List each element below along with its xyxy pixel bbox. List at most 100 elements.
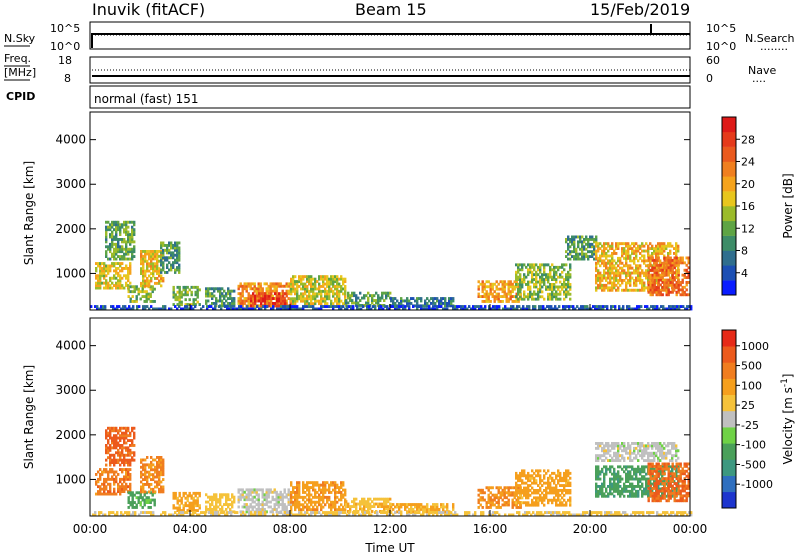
data-cell-555 [215, 505, 218, 509]
data-cell-2183 [643, 249, 646, 253]
data-cell-204 [119, 436, 122, 440]
data-cell-507 [168, 248, 171, 252]
data-cell-439 [160, 465, 163, 469]
data-cell-1476 [515, 280, 518, 284]
data-cell-1509 [559, 476, 562, 480]
data-cell-445 [162, 487, 165, 491]
data-cell-1502 [517, 278, 520, 281]
data-cell-2185 [645, 286, 648, 290]
data-cell-258 [129, 448, 132, 452]
data-cell-1177 [340, 289, 343, 293]
data-cell-163 [113, 461, 116, 464]
data-cell-389 [150, 463, 153, 467]
data-cell-2917 [568, 305, 571, 308]
data-cell-1862 [595, 266, 598, 270]
data-cell-2402 [647, 263, 650, 267]
data-cell-391 [150, 456, 153, 459]
data-cell-320 [143, 300, 146, 303]
data-cell-1210 [351, 294, 354, 298]
data-cell-1110 [324, 275, 327, 279]
data-cell-875 [312, 481, 315, 485]
data-cell-238 [125, 434, 128, 438]
data-cell-1264 [383, 299, 386, 302]
data-cell-829 [302, 498, 305, 502]
data-cell-687 [229, 289, 232, 293]
data-cell-2054 [623, 242, 626, 246]
data-cell-1903 [625, 480, 628, 483]
data-cell-2517 [669, 268, 672, 272]
data-cell-2825 [438, 305, 441, 308]
data-cell-1712 [563, 292, 566, 296]
data-cell-1318 [424, 302, 427, 305]
data-cell-1878 [597, 261, 600, 265]
data-cell-1236 [497, 486, 500, 490]
data-cell-2670 [192, 307, 195, 311]
data-cell-1454 [547, 479, 550, 483]
data-cell-757 [253, 284, 256, 288]
data-cell-375 [148, 490, 151, 494]
data-cell-2469 [659, 276, 662, 279]
data-cell-1163 [438, 508, 441, 511]
data-cell-2850 [476, 305, 479, 308]
data-cell-1392 [533, 481, 536, 485]
data-cell-1301 [515, 501, 518, 505]
data-cell-1695 [647, 459, 650, 462]
data-cell-711 [239, 282, 242, 286]
data-cell-2465 [659, 293, 662, 297]
data-cell-265 [131, 451, 134, 455]
data-cell-1934 [605, 256, 608, 260]
data-cell-1786 [575, 235, 578, 239]
data-cell-611 [239, 498, 242, 502]
data-cell-2012 [617, 281, 620, 285]
data-cell-514 [170, 253, 173, 257]
data-cell-484 [162, 253, 165, 257]
data-cell-1525 [563, 484, 566, 487]
data-cell-1477 [517, 300, 520, 303]
data-cell-1169 [442, 503, 445, 506]
data-cell-749 [281, 500, 284, 504]
data-cell-925 [274, 304, 277, 308]
data-cell-2326 [665, 261, 668, 265]
data-cell-2533 [671, 261, 674, 265]
data-cell-438 [156, 264, 159, 268]
data-cell-2450 [655, 261, 658, 265]
data-cell-728 [275, 503, 278, 506]
data-cell-1149 [430, 505, 433, 509]
data-cell-1466 [551, 498, 554, 502]
noise-tick-left-bottom: 10^0 [50, 40, 80, 53]
data-cell-1655 [549, 268, 552, 272]
colorbar-tick-0: 4 [741, 267, 748, 280]
data-cell-1517 [519, 273, 522, 277]
data-cell-111 [125, 276, 128, 280]
data-cell-817 [271, 294, 274, 298]
data-cell-1086 [320, 297, 323, 301]
data-cell-431 [158, 456, 161, 459]
data-cell-1709 [651, 446, 654, 450]
data-cell-978 [294, 275, 297, 279]
data-cell-1668 [553, 295, 556, 299]
data-cell-1437 [503, 285, 506, 289]
data-cell-2941 [600, 307, 603, 311]
data-cell-1417 [497, 297, 500, 301]
data-cell-453 [162, 460, 165, 464]
data-cell-1643 [547, 275, 550, 279]
data-cell-969 [338, 508, 341, 512]
data-cell-1727 [657, 444, 660, 448]
data-cell-970 [294, 302, 297, 306]
data-cell-1769 [675, 459, 678, 462]
data-cell-2345 [669, 283, 672, 287]
data-cell-1047 [369, 505, 372, 508]
data-cell-1033 [308, 294, 311, 298]
data-cell-84 [121, 490, 124, 493]
data-cell-365 [142, 259, 145, 263]
data-cell-1115 [326, 289, 329, 293]
data-cell-1370 [481, 290, 484, 294]
data-cell-786 [292, 503, 295, 507]
data-cell-1540 [565, 469, 568, 473]
data-cell-2804 [404, 307, 407, 311]
data-cell-1423 [539, 476, 542, 480]
data-cell-813 [298, 505, 301, 509]
data-cell-1897 [623, 482, 626, 486]
data-cell-2267 [657, 269, 660, 273]
data-cell-1483 [555, 498, 558, 502]
